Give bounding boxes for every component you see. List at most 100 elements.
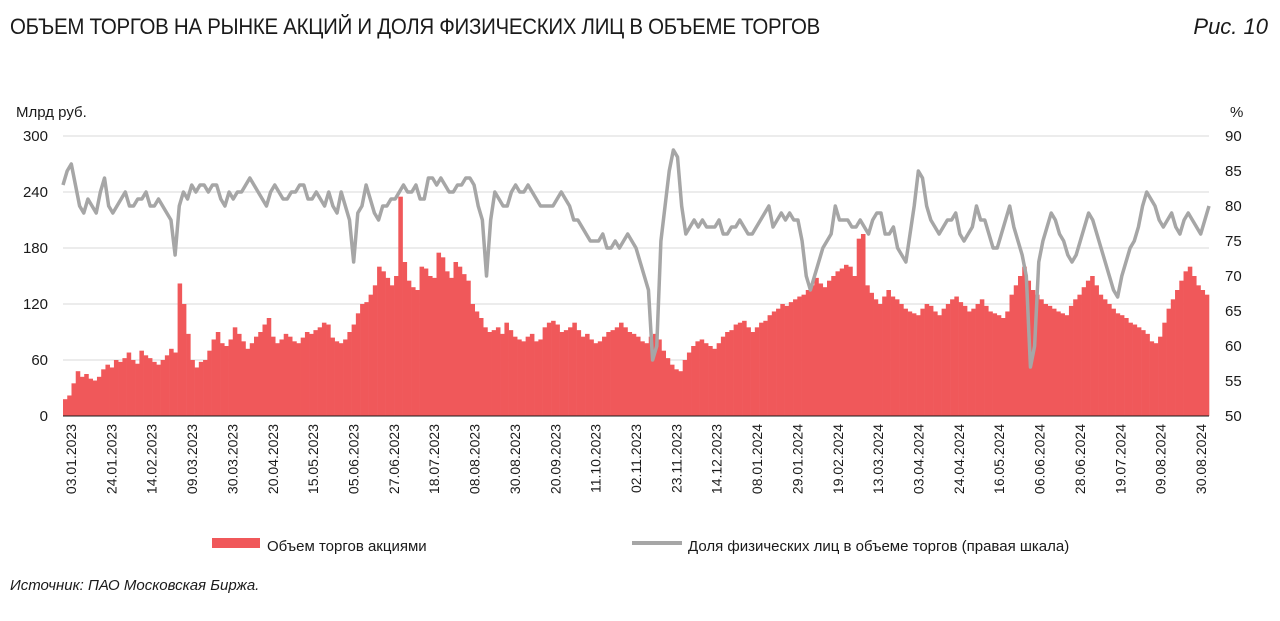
volume-bar — [232, 327, 238, 416]
volume-bar — [695, 341, 700, 416]
x-tick-label: 18.07.2023 — [426, 424, 442, 494]
tick-labels: 0 60 120 180 240 300 50 55 60 65 70 75 80 85 90 03.01.2… — [23, 128, 1242, 494]
legend: Объем торгов акциями Доля физических лиц… — [212, 538, 1069, 555]
volume-bar — [805, 290, 811, 416]
volume-bar — [402, 262, 408, 416]
x-tick-label: 27.06.2023 — [386, 424, 402, 494]
volume-bar — [139, 350, 144, 416]
volume-bar — [678, 371, 683, 416]
volume-bar — [109, 367, 115, 416]
volume-bar — [343, 339, 348, 416]
volume-bar — [67, 395, 72, 416]
volume-bar — [211, 339, 217, 416]
volume-bar — [152, 361, 157, 416]
volume-bar — [763, 320, 768, 416]
y-left-axis-label: Млрд руб. — [16, 104, 87, 121]
volume-bar — [1141, 330, 1146, 416]
volume-bar — [1158, 336, 1163, 416]
volume-bar — [945, 304, 951, 416]
volume-bar — [916, 315, 921, 416]
volume-bar — [907, 311, 913, 416]
volume-bar — [852, 276, 858, 416]
volume-bar — [1183, 271, 1189, 416]
volume-bar — [610, 330, 616, 416]
volume-bar — [776, 308, 781, 416]
y-right-tick-label: 75 — [1225, 233, 1242, 250]
volume-bar — [241, 341, 246, 416]
volume-bar — [924, 304, 930, 416]
x-tick-label: 14.02.2023 — [144, 424, 160, 494]
volume-bar — [979, 299, 985, 416]
bar-series — [63, 196, 1210, 416]
volume-bar — [313, 330, 318, 416]
volume-bar — [457, 266, 463, 416]
volume-bar — [636, 336, 641, 416]
legend-swatch-bars — [212, 538, 260, 548]
volume-bar — [703, 343, 709, 416]
volume-bar — [156, 364, 161, 416]
legend-label-line: Доля физических лиц в объеме торгов (пра… — [688, 538, 1069, 555]
volume-bar — [589, 339, 594, 416]
y-left-tick-label: 300 — [23, 128, 48, 145]
volume-bar — [971, 308, 976, 416]
volume-bar — [1068, 305, 1074, 416]
x-tick-label: 30.03.2023 — [224, 424, 240, 494]
volume-bar — [563, 330, 569, 416]
volume-bar — [801, 294, 807, 416]
x-tick-label: 19.02.2024 — [830, 424, 846, 494]
x-tick-label: 06.06.2024 — [1032, 424, 1048, 494]
volume-bar — [920, 308, 925, 416]
volume-bar — [406, 280, 412, 416]
volume-bar — [542, 327, 548, 416]
volume-bar — [1081, 287, 1087, 416]
volume-bar — [461, 274, 467, 416]
volume-bar — [793, 299, 798, 416]
volume-bar — [130, 360, 136, 416]
volume-bar — [954, 296, 959, 416]
volume-bar — [848, 266, 853, 416]
x-tick-label: 20.09.2023 — [547, 424, 563, 494]
volume-bar — [827, 280, 832, 416]
volume-bar — [585, 333, 590, 416]
volume-bar — [360, 304, 365, 416]
volume-bar — [525, 336, 531, 416]
x-tick-label: 09.08.2024 — [1153, 424, 1169, 494]
volume-bar — [245, 348, 251, 416]
volume-bar — [1039, 299, 1044, 416]
volume-bar — [449, 277, 454, 416]
volume-bar — [941, 308, 947, 416]
volume-bar — [198, 361, 204, 416]
volume-bar — [389, 285, 395, 416]
volume-bar — [839, 268, 845, 416]
y-right-tick-label: 50 — [1225, 408, 1242, 425]
volume-bar — [716, 343, 722, 416]
volume-bar — [911, 313, 917, 416]
y-right-tick-label: 70 — [1225, 268, 1242, 285]
volume-bar — [173, 352, 178, 416]
volume-bar — [742, 320, 747, 416]
volume-bar — [63, 399, 68, 416]
volume-bar — [928, 305, 934, 416]
volume-bar — [597, 341, 603, 416]
volume-bar — [126, 352, 132, 416]
legend-label-bars: Объем торгов акциями — [267, 538, 427, 555]
volume-bar — [1022, 266, 1027, 416]
volume-bar — [249, 343, 255, 416]
volume-bar — [665, 358, 671, 416]
volume-bar — [890, 296, 896, 416]
volume-bar — [1005, 311, 1010, 416]
volume-bar — [287, 336, 293, 416]
volume-bar — [1166, 308, 1172, 416]
chart-title: ОБЪЕМ ТОРГОВ НА РЫНКЕ АКЦИЙ И ДОЛЯ ФИЗИЧ… — [10, 14, 821, 39]
volume-bar — [1149, 341, 1155, 416]
volume-bar — [750, 332, 756, 416]
volume-bar — [1043, 304, 1049, 416]
volume-bar — [377, 266, 382, 416]
volume-bar — [767, 315, 773, 416]
volume-bar — [780, 304, 785, 416]
volume-bar — [771, 311, 777, 416]
volume-bar — [1204, 294, 1210, 416]
volume-bar — [1196, 285, 1201, 416]
volume-bar — [309, 333, 314, 416]
volume-bar — [784, 305, 790, 416]
